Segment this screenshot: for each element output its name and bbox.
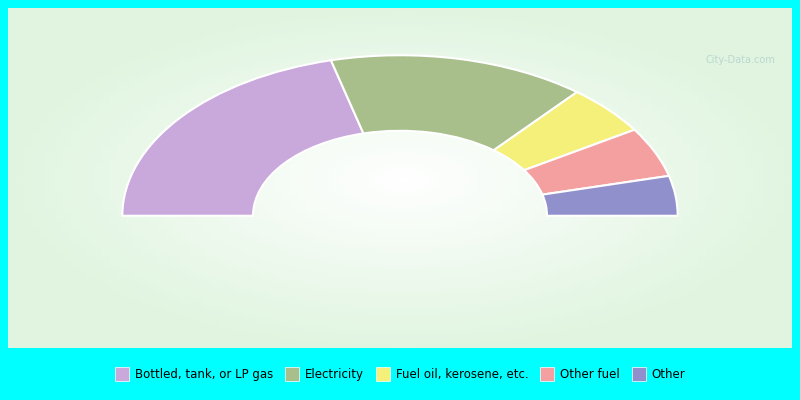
Legend: Bottled, tank, or LP gas, Electricity, Fuel oil, kerosene, etc., Other fuel, Oth: Bottled, tank, or LP gas, Electricity, F… (110, 362, 690, 386)
Wedge shape (331, 55, 577, 150)
Wedge shape (494, 92, 634, 170)
Text: City-Data.com: City-Data.com (706, 55, 776, 65)
Wedge shape (122, 60, 363, 216)
Wedge shape (542, 176, 678, 216)
Wedge shape (524, 130, 669, 195)
